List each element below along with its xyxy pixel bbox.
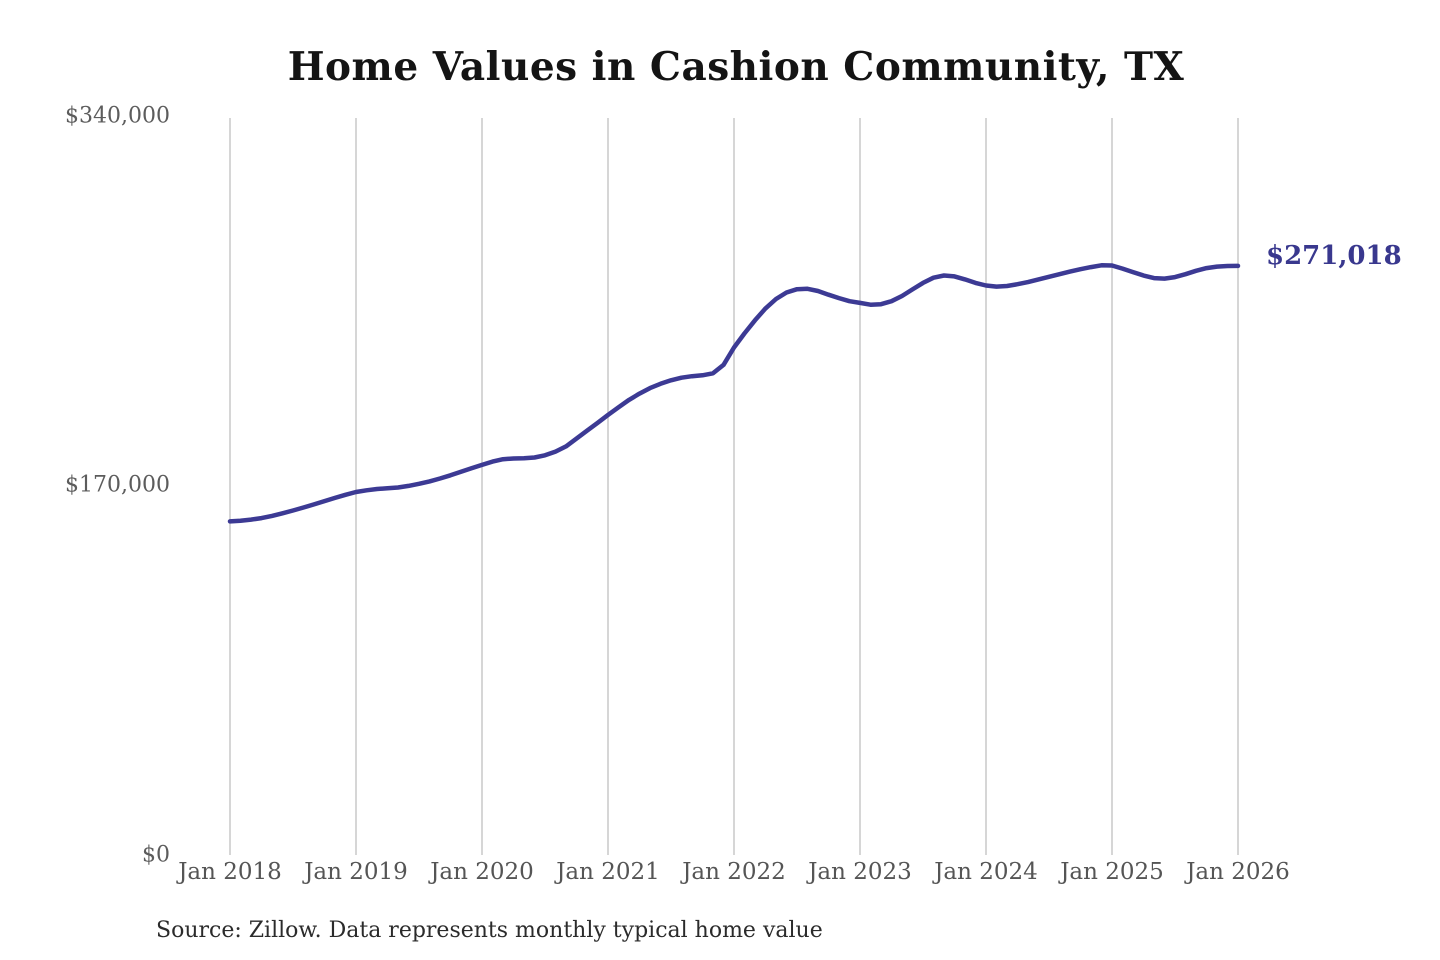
source-note: Source: Zillow. Data represents monthly … <box>156 918 823 943</box>
x-axis-tick-2026: Jan 2026 <box>1186 859 1290 885</box>
x-axis: Jan 2018 Jan 2019 Jan 2020 Jan 2021 Jan … <box>0 859 1440 889</box>
chart-title: Home Values in Cashion Community, TX <box>287 44 1185 90</box>
y-axis-tick-340000: $340,000 <box>65 103 170 129</box>
x-axis-tick-2023: Jan 2023 <box>808 859 912 885</box>
home-value-series-line <box>227 263 1241 524</box>
x-axis-tick-2020: Jan 2020 <box>430 859 534 885</box>
x-axis-tick-2024: Jan 2024 <box>934 859 1038 885</box>
x-axis-tick-2018: Jan 2018 <box>178 859 282 885</box>
x-axis-tick-2021: Jan 2021 <box>556 859 660 885</box>
end-value-label: $271,018 <box>1266 241 1402 271</box>
x-axis-tick-2025: Jan 2025 <box>1060 859 1164 885</box>
x-axis-tick-2022: Jan 2022 <box>682 859 786 885</box>
x-axis-tick-2019: Jan 2019 <box>304 859 408 885</box>
y-axis-tick-170000: $170,000 <box>65 472 170 498</box>
y-axis-tick-0: $0 <box>142 842 170 868</box>
